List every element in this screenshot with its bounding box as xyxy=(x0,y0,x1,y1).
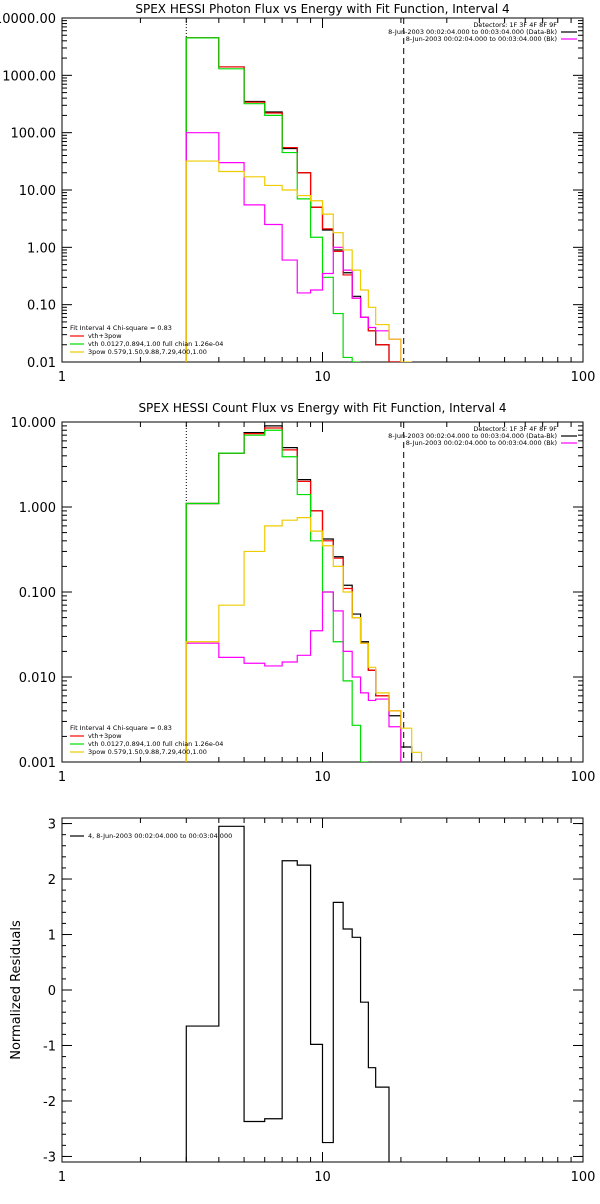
series-line-vth-3pow xyxy=(185,427,402,762)
series-line-vth-3pow xyxy=(185,37,401,362)
x-tick-label: 10 xyxy=(314,370,331,385)
y-tick-label: 0 xyxy=(48,984,56,999)
plot-area xyxy=(185,37,412,362)
series-line-3pow-0-579-1-50-9-88-7-2 xyxy=(185,591,402,762)
legend-left-entry: 3pow 0.579,1.50,9.88,7.29,400,1.00 xyxy=(88,348,207,356)
x-tick-label: 100 xyxy=(571,370,596,385)
x-tick-label: 100 xyxy=(571,770,596,785)
y-tick-label: -3 xyxy=(43,1150,56,1165)
series-line-3pow-0-579-1-50-9-88-7-2 xyxy=(185,132,402,362)
legend-right-entry: 8-Jun-2003 00:02:04.000 to 00:03:04.000 … xyxy=(406,35,557,43)
x-tick-label: 1 xyxy=(58,770,66,785)
chart-title: SPEX HESSI Photon Flux vs Energy with Fi… xyxy=(135,2,509,16)
y-tick-label: 10.00 xyxy=(19,184,56,199)
legend-left-entry: Fit Interval 4 Chi-square = 0.83 xyxy=(70,324,172,332)
y-tick-label: 0.01 xyxy=(27,356,56,371)
series-line-bk xyxy=(185,160,412,362)
y-tick-label: 100.00 xyxy=(11,127,57,142)
legend-left-entry: Fit Interval 4 Chi-square = 0.83 xyxy=(70,724,172,732)
series-line-total xyxy=(185,425,413,762)
legend-right-entry: Detectors: 1F 3F 4F 8F 9F xyxy=(473,21,557,29)
y-axis-label: Normalized Residuals xyxy=(9,920,24,1060)
legend-left-entry: 3pow 0.579,1.50,9.88,7.29,400,1.00 xyxy=(88,748,207,756)
y-tick-label: -1 xyxy=(43,1039,56,1054)
x-tick-label: 10 xyxy=(314,1170,331,1185)
legend-left-entry: vth+3pow xyxy=(88,732,122,740)
series-line-total xyxy=(185,37,401,362)
y-tick-label: -2 xyxy=(43,1095,56,1110)
plot-area xyxy=(185,825,390,1162)
legend-right-entry: 8-Jun-2003 00:02:04.000 to 00:03:04.000 … xyxy=(388,432,557,440)
y-tick-label: 3 xyxy=(48,818,56,833)
chart-title: SPEX HESSI Count Flux vs Energy with Fit… xyxy=(138,401,506,415)
legend-left-entry: vth+3pow xyxy=(88,332,122,340)
x-tick-label: 1 xyxy=(58,370,66,385)
legend-right-entry: 8-Jun-2003 00:02:04.000 to 00:03:04.000 … xyxy=(406,439,557,447)
legend-right-entry: Detectors: 1F 3F 4F 8F 9F xyxy=(473,425,557,433)
y-tick-label: 10000.00 xyxy=(0,12,56,27)
y-tick-label: 0.10 xyxy=(27,299,56,314)
y-tick-label: 0.001 xyxy=(19,756,56,771)
plot-area xyxy=(185,425,423,762)
chart-1: SPEX HESSI Photon Flux vs Energy with Fi… xyxy=(0,2,595,385)
legend-left-entry: 4, 8-Jun-2003 00:02:04.000 to 00:03:04.0… xyxy=(88,832,232,840)
y-tick-label: 0.100 xyxy=(19,586,56,601)
chart-2: SPEX HESSI Count Flux vs Energy with Fit… xyxy=(11,401,596,785)
legend-left-entry: vth 0.0127,0.894,1.00 full chian 1.26e-0… xyxy=(88,740,223,748)
legend-left-entry: vth 0.0127,0.894,1.00 full chian 1.26e-0… xyxy=(88,340,223,348)
y-tick-label: 1000.00 xyxy=(2,69,56,84)
x-tick-label: 100 xyxy=(571,1170,596,1185)
legend-right-entry: 8-Jun-2003 00:02:04.000 to 00:03:04.000 … xyxy=(388,28,557,36)
series-line-bk xyxy=(185,517,423,762)
y-tick-label: 1.00 xyxy=(27,241,56,256)
series-line-vth-0-0127-0-894-1-00-fu xyxy=(185,37,361,362)
plot-frame xyxy=(61,17,584,363)
y-tick-label: 1 xyxy=(48,929,56,944)
x-tick-label: 10 xyxy=(314,770,331,785)
chart-3: 1 10 100 -3 -2 -1 0 1 2 3 Normalized Residuals 4, 8… xyxy=(9,817,596,1185)
y-tick-label: 1.000 xyxy=(19,501,56,516)
y-tick-label: 2 xyxy=(48,873,56,888)
y-tick-label: 10.000 xyxy=(11,416,57,431)
series-line-residuals xyxy=(185,825,390,1162)
y-tick-label: 0.010 xyxy=(19,671,56,686)
series-line-vth-0-0127-0-894-1-00-fu xyxy=(185,429,369,762)
x-tick-label: 1 xyxy=(58,1170,66,1185)
